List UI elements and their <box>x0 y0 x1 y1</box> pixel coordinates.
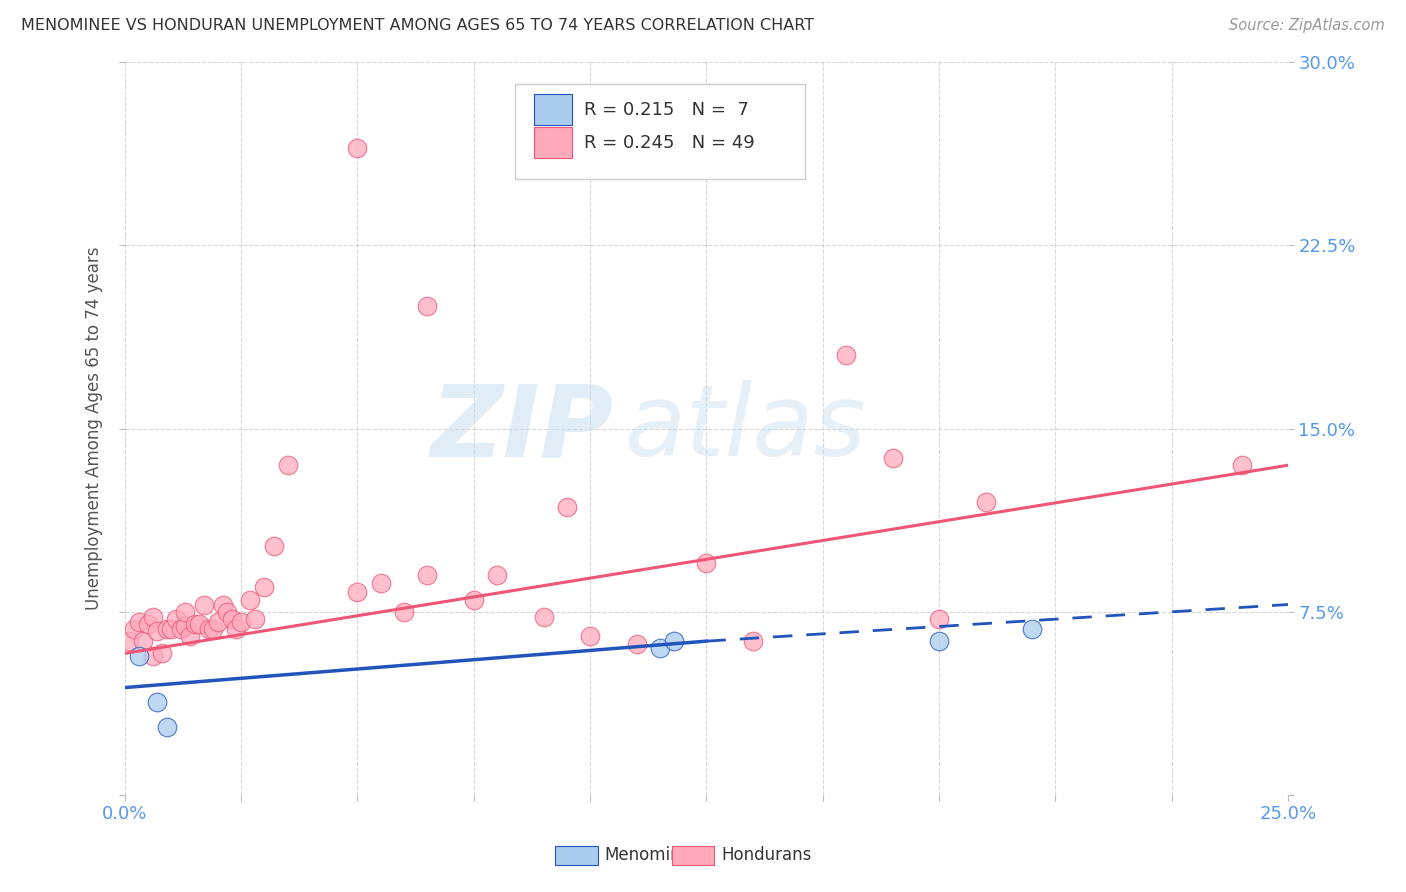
Text: MENOMINEE VS HONDURAN UNEMPLOYMENT AMONG AGES 65 TO 74 YEARS CORRELATION CHART: MENOMINEE VS HONDURAN UNEMPLOYMENT AMONG… <box>21 18 814 33</box>
Point <box>142 648 165 663</box>
FancyBboxPatch shape <box>515 84 806 179</box>
Point <box>662 634 685 648</box>
Point <box>392 605 415 619</box>
Point <box>193 598 215 612</box>
Point <box>555 500 578 514</box>
Point <box>370 575 392 590</box>
Point <box>974 495 997 509</box>
Point <box>183 617 205 632</box>
Point <box>150 646 173 660</box>
Point <box>346 585 368 599</box>
Point <box>207 615 229 629</box>
Point <box>128 615 150 629</box>
Point <box>253 581 276 595</box>
Text: R = 0.245   N = 49: R = 0.245 N = 49 <box>585 134 755 152</box>
Point <box>1230 458 1253 473</box>
Point <box>118 634 141 648</box>
Point <box>179 629 201 643</box>
Text: Menominee: Menominee <box>605 847 702 864</box>
Point <box>188 617 211 632</box>
Point <box>146 624 169 639</box>
Point <box>174 619 197 633</box>
Y-axis label: Unemployment Among Ages 65 to 74 years: Unemployment Among Ages 65 to 74 years <box>86 247 103 610</box>
Point <box>882 450 904 465</box>
Point <box>416 300 439 314</box>
Point <box>136 617 159 632</box>
Point <box>231 615 253 629</box>
Point <box>695 556 717 570</box>
Point <box>142 609 165 624</box>
Point <box>146 695 169 709</box>
Point <box>742 634 765 648</box>
Point <box>416 568 439 582</box>
Point <box>486 568 509 582</box>
Text: ZIP: ZIP <box>430 380 613 477</box>
Point <box>239 592 262 607</box>
Point <box>132 634 155 648</box>
Point <box>928 612 950 626</box>
Point <box>835 348 858 362</box>
Point <box>128 648 150 663</box>
Point <box>263 539 285 553</box>
Point <box>156 622 179 636</box>
Point <box>211 598 233 612</box>
Point <box>463 592 485 607</box>
Text: R = 0.215   N =  7: R = 0.215 N = 7 <box>585 101 749 119</box>
Point <box>579 629 602 643</box>
Point <box>160 622 183 636</box>
Point <box>225 622 247 636</box>
Point <box>165 612 187 626</box>
Point <box>648 641 671 656</box>
Point <box>533 609 555 624</box>
Point <box>346 141 368 155</box>
Point <box>221 612 243 626</box>
Point <box>243 612 266 626</box>
Point <box>156 720 179 734</box>
Point <box>122 622 145 636</box>
Point <box>202 622 225 636</box>
Text: Hondurans: Hondurans <box>721 847 811 864</box>
Text: atlas: atlas <box>626 380 866 477</box>
Point <box>626 637 648 651</box>
Text: Source: ZipAtlas.com: Source: ZipAtlas.com <box>1229 18 1385 33</box>
Point <box>928 634 950 648</box>
Bar <box>534 128 571 158</box>
Point <box>169 622 191 636</box>
Point <box>197 622 219 636</box>
Bar <box>534 95 571 125</box>
Point <box>174 605 197 619</box>
Point <box>217 605 239 619</box>
Point <box>277 458 299 473</box>
Point <box>1021 622 1043 636</box>
